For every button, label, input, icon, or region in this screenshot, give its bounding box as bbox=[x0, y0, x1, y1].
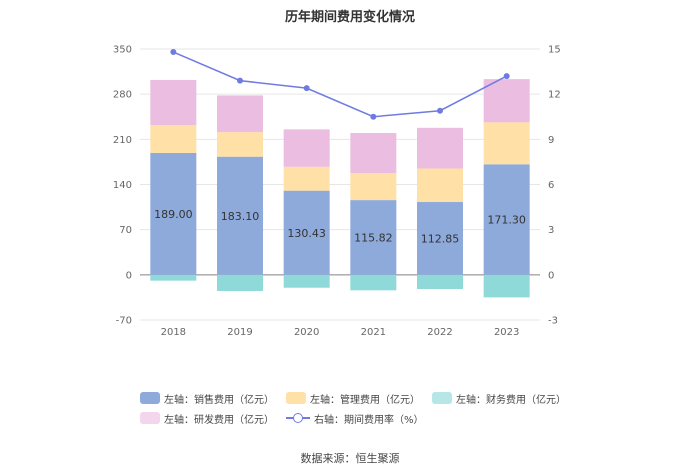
chart-title: 历年期间费用变化情况 bbox=[284, 10, 415, 25]
y-left-tick-label: 210 bbox=[113, 135, 132, 146]
y-right-tick-label: 12 bbox=[548, 90, 561, 101]
rate-line bbox=[173, 51, 508, 118]
y-right-tick-label: 6 bbox=[548, 180, 554, 191]
grid-lines bbox=[140, 48, 540, 321]
bar-segment bbox=[217, 132, 263, 157]
y-right-tick-label: 9 bbox=[548, 135, 554, 146]
y-left-tick-label: 70 bbox=[119, 225, 132, 236]
bar-segment-negative bbox=[350, 274, 397, 291]
legend-label-rd: 左轴：研发费用（亿元） bbox=[164, 414, 274, 426]
bar-segment bbox=[150, 79, 197, 126]
legend-item-rd[interactable]: 左轴：研发费用（亿元） bbox=[140, 411, 274, 426]
bar-segment-negative bbox=[283, 274, 330, 288]
y-left-tick-label: 0 bbox=[126, 270, 132, 281]
x-tick-label: 2018 bbox=[161, 327, 186, 338]
y-left-tick-label: 350 bbox=[113, 45, 132, 56]
legend-label-rate: 右轴：期间费用率（%） bbox=[314, 414, 424, 426]
bar-segment bbox=[217, 95, 263, 133]
legend-label-finance: 左轴：财务费用（亿元） bbox=[456, 394, 566, 406]
y-left-tick-label: 140 bbox=[113, 180, 132, 191]
x-tick-label: 2019 bbox=[227, 327, 252, 338]
bar-segment bbox=[417, 202, 463, 275]
bar-segment bbox=[350, 173, 397, 201]
y-left-tick-label: -70 bbox=[116, 316, 132, 327]
bar-segment bbox=[283, 129, 330, 167]
rate-point bbox=[370, 113, 377, 120]
bar-segment bbox=[350, 132, 397, 174]
rate-point bbox=[503, 73, 510, 80]
legend-swatch-finance bbox=[432, 392, 452, 404]
y-right-tick-label: 15 bbox=[548, 45, 561, 56]
y-right-tick-label: -3 bbox=[548, 316, 558, 327]
bar-segment bbox=[283, 190, 330, 275]
legend: 左轴：销售费用（亿元） 左轴：管理费用（亿元） 左轴：财务费用（亿元） 左轴：研… bbox=[140, 388, 580, 428]
rate-point bbox=[237, 77, 243, 84]
bar-segment-negative bbox=[150, 274, 197, 281]
y-right-tick-label: 3 bbox=[548, 225, 554, 236]
x-tick-label: 2023 bbox=[494, 327, 519, 338]
bar-segment bbox=[150, 152, 197, 275]
bar-value-label: 130.43 bbox=[287, 227, 326, 240]
x-tick-label: 2020 bbox=[294, 327, 319, 338]
legend-swatch-sales bbox=[140, 392, 160, 404]
legend-item-finance[interactable]: 左轴：财务费用（亿元） bbox=[432, 391, 566, 406]
bar-segment bbox=[283, 166, 330, 191]
x-tick-label: 2021 bbox=[361, 327, 386, 338]
bar-segment bbox=[483, 164, 530, 275]
legend-item-admin[interactable]: 左轴：管理费用（亿元） bbox=[286, 391, 420, 406]
bar-segment bbox=[483, 122, 530, 165]
bar-value-label: 115.82 bbox=[354, 231, 393, 244]
bar-segment bbox=[217, 156, 263, 275]
rate-point bbox=[170, 49, 177, 56]
rate-point bbox=[303, 85, 310, 92]
legend-label-admin: 左轴：管理费用（亿元） bbox=[310, 394, 420, 406]
bar-value-label: 171.30 bbox=[487, 214, 526, 227]
bar-segment-negative bbox=[483, 274, 530, 298]
label-group: 350 280 210 140 70 0 -70 15 12 9 6 3 0 -3 189.00 183.10… bbox=[113, 45, 561, 339]
legend-swatch-rd bbox=[140, 412, 160, 424]
legend-item-sales[interactable]: 左轴：销售费用（亿元） bbox=[140, 391, 274, 406]
legend-swatch-admin bbox=[286, 392, 306, 404]
data-source: 数据来源：恒生聚源 bbox=[300, 452, 400, 465]
bar-segment bbox=[350, 200, 397, 275]
legend-line-marker-icon bbox=[286, 412, 310, 424]
y-left-tick-label: 280 bbox=[113, 90, 132, 101]
bar-group bbox=[150, 79, 530, 298]
x-tick-label: 2022 bbox=[427, 327, 452, 338]
bar-value-label: 112.85 bbox=[421, 232, 460, 245]
bar-segment bbox=[417, 168, 463, 203]
y-right-tick-label: 0 bbox=[548, 270, 554, 281]
legend-label-sales: 左轴：销售费用（亿元） bbox=[164, 394, 274, 406]
bar-segment-negative bbox=[217, 274, 263, 291]
bar-value-label: 189.00 bbox=[154, 208, 193, 221]
rate-point bbox=[437, 107, 443, 114]
bar-value-label: 183.10 bbox=[221, 210, 260, 223]
bar-segment bbox=[483, 79, 530, 123]
rate-line-group bbox=[170, 49, 510, 120]
bar-segment bbox=[417, 127, 463, 169]
bar-segment-negative bbox=[417, 274, 463, 290]
bar-segment bbox=[150, 125, 197, 153]
legend-item-rate[interactable]: 右轴：期间费用率（%） bbox=[286, 411, 424, 426]
